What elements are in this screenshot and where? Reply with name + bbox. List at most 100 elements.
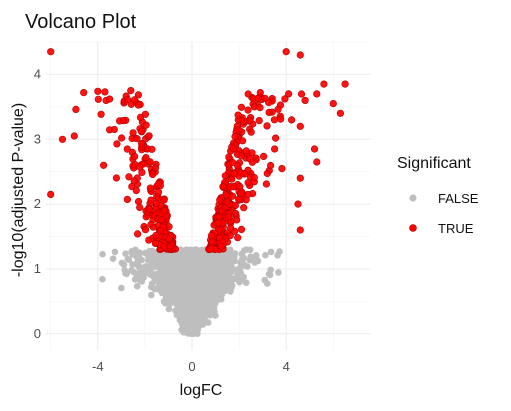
point-significant: [267, 161, 275, 170]
point-significant: [260, 152, 268, 160]
point-significant: [313, 90, 321, 98]
point-significant: [142, 121, 150, 129]
point-significant: [244, 179, 252, 187]
point-significant: [207, 232, 216, 240]
point-nonsignificant: [138, 256, 145, 264]
point-nonsignificant: [237, 269, 245, 277]
point-significant: [250, 174, 258, 182]
point-nonsignificant: [227, 288, 234, 295]
point-nonsignificant: [146, 271, 154, 278]
point-nonsignificant: [236, 278, 243, 286]
y-tick-label: 2: [34, 196, 41, 211]
point-significant: [320, 80, 328, 88]
point-significant: [301, 96, 309, 104]
point-nonsignificant: [194, 273, 202, 281]
point-nonsignificant: [187, 321, 194, 329]
point-nonsignificant: [118, 284, 125, 292]
point-nonsignificant: [181, 310, 188, 318]
point-nonsignificant: [236, 264, 244, 272]
point-nonsignificant: [186, 250, 194, 258]
legend-label-false: FALSE: [438, 191, 479, 206]
point-nonsignificant: [177, 248, 184, 256]
point-significant: [235, 126, 243, 134]
point-significant: [262, 180, 271, 188]
y-tick-label: 1: [34, 261, 41, 276]
point-nonsignificant: [170, 295, 178, 303]
point-nonsignificant: [219, 281, 226, 289]
point-nonsignificant: [158, 275, 166, 283]
point-significant: [165, 235, 173, 243]
point-nonsignificant: [274, 252, 281, 259]
point-significant: [237, 189, 245, 197]
point-significant: [134, 197, 143, 206]
point-nonsignificant: [226, 254, 233, 261]
point-significant: [142, 154, 150, 162]
point-nonsignificant: [151, 263, 158, 270]
point-significant: [234, 111, 242, 119]
point-nonsignificant: [133, 282, 141, 290]
point-significant: [341, 80, 349, 88]
point-significant: [131, 152, 139, 160]
point-nonsignificant: [178, 256, 186, 264]
point-significant: [156, 227, 165, 235]
point-significant: [282, 48, 290, 56]
point-significant: [248, 158, 256, 166]
point-nonsignificant: [163, 254, 170, 262]
point-significant: [216, 196, 224, 204]
point-significant: [288, 116, 296, 124]
axis-ticks: -4 0 4 0 1 2 3 4: [34, 66, 290, 374]
point-nonsignificant: [247, 253, 254, 260]
point-nonsignificant: [242, 279, 250, 287]
point-significant: [246, 116, 254, 124]
point-nonsignificant: [174, 289, 182, 296]
point-significant: [136, 203, 144, 211]
point-nonsignificant: [148, 291, 155, 299]
point-significant: [141, 226, 150, 234]
point-significant: [134, 91, 142, 99]
point-nonsignificant: [198, 292, 206, 300]
point-nonsignificant: [215, 290, 222, 298]
legend: Significant FALSE TRUE: [397, 155, 479, 236]
point-significant: [112, 174, 120, 182]
point-significant: [161, 207, 169, 215]
point-significant: [296, 51, 304, 59]
point-nonsignificant: [175, 306, 182, 314]
point-nonsignificant: [162, 263, 169, 270]
point-nonsignificant: [182, 302, 189, 310]
point-nonsignificant: [188, 306, 195, 313]
point-nonsignificant: [175, 277, 183, 285]
point-nonsignificant: [128, 267, 135, 274]
point-significant: [123, 145, 131, 153]
point-nonsignificant: [156, 262, 164, 269]
point-significant: [225, 153, 233, 161]
point-nonsignificant: [140, 267, 147, 275]
point-significant: [277, 115, 285, 123]
point-significant: [215, 213, 223, 221]
point-significant: [151, 239, 159, 247]
legend-marker-false: [409, 194, 417, 202]
point-significant: [231, 201, 239, 210]
point-nonsignificant: [195, 265, 203, 273]
x-axis-title: logFC: [180, 382, 223, 399]
point-significant: [230, 170, 238, 178]
point-nonsignificant: [165, 305, 173, 313]
point-significant: [145, 132, 153, 140]
point-significant: [231, 133, 239, 141]
point-significant: [99, 161, 108, 169]
point-nonsignificant: [109, 255, 117, 262]
point-significant: [134, 230, 142, 238]
point-nonsignificant: [205, 257, 213, 265]
point-significant: [119, 116, 127, 125]
point-nonsignificant: [145, 257, 152, 264]
point-significant: [214, 219, 222, 227]
point-significant: [152, 231, 160, 239]
point-nonsignificant: [206, 297, 214, 304]
point-significant: [132, 187, 140, 195]
point-nonsignificant: [184, 259, 191, 267]
point-significant: [244, 190, 252, 199]
point-significant: [110, 125, 118, 134]
point-significant: [136, 163, 144, 171]
point-significant: [244, 106, 252, 114]
y-tick-label: 0: [34, 326, 41, 341]
